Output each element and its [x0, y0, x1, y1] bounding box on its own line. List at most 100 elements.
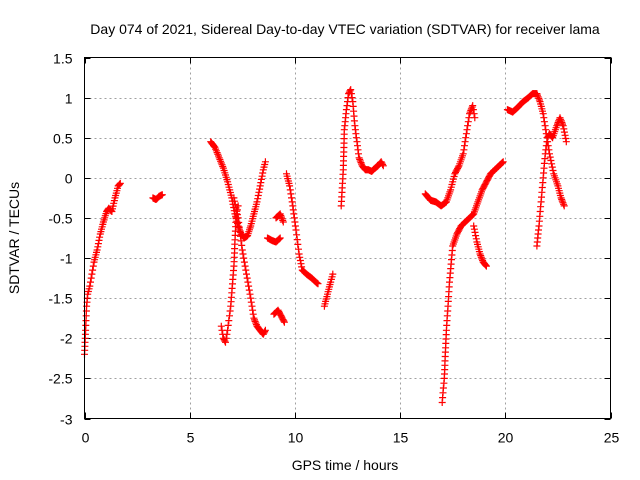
x-tick-label: 0 — [82, 430, 90, 446]
y-tick-label: -0.5 — [48, 211, 72, 227]
x-tick-label: 15 — [393, 430, 409, 446]
x-tick-label: 5 — [187, 430, 195, 446]
data-point — [347, 86, 355, 94]
data-point — [239, 250, 247, 258]
data-point — [499, 158, 507, 166]
data-point — [223, 330, 231, 338]
data-point — [470, 110, 478, 118]
data-point — [560, 125, 568, 133]
data-points — [81, 86, 570, 406]
data-point — [294, 240, 302, 248]
data-point — [542, 142, 550, 150]
data-point — [279, 218, 287, 226]
data-point — [261, 158, 269, 166]
data-point — [257, 175, 265, 183]
data-point — [233, 211, 241, 219]
data-point — [213, 149, 221, 157]
data-point — [560, 202, 568, 210]
data-point — [245, 286, 253, 294]
data-point — [246, 290, 254, 298]
data-point — [88, 270, 96, 278]
data-point — [499, 159, 506, 166]
data-point — [222, 334, 230, 342]
data-point — [553, 122, 561, 130]
data-point — [540, 114, 548, 122]
data-point — [261, 328, 269, 336]
data-point — [247, 298, 255, 306]
data-point — [478, 255, 486, 263]
data-point — [116, 179, 124, 187]
data-point — [87, 274, 95, 282]
data-point — [280, 318, 288, 326]
y-tick-label: 0.5 — [53, 131, 73, 147]
data-point — [559, 199, 567, 207]
data-point — [231, 197, 239, 205]
data-point — [215, 154, 223, 162]
data-point — [217, 322, 225, 330]
data-point — [212, 145, 220, 153]
y-tick-label: -2.5 — [48, 371, 72, 387]
data-point — [557, 117, 565, 125]
data-point — [276, 235, 283, 243]
data-point — [472, 232, 480, 240]
data-point — [241, 262, 249, 270]
data-point — [314, 280, 322, 288]
data-point — [546, 153, 554, 161]
data-point — [329, 270, 337, 278]
data-point — [243, 270, 250, 278]
data-point — [158, 191, 166, 199]
data-point — [462, 134, 470, 142]
data-point — [253, 198, 261, 206]
data-point — [249, 310, 257, 318]
data-point — [244, 278, 252, 286]
data-point — [562, 138, 570, 146]
data-point — [560, 200, 568, 208]
data-point — [115, 181, 123, 189]
data-point — [217, 157, 225, 165]
data-point — [214, 150, 222, 158]
data-point — [238, 246, 246, 254]
y-tick-label: -3 — [60, 412, 73, 428]
data-point — [558, 197, 566, 205]
data-point — [240, 254, 248, 262]
data-point — [561, 131, 569, 139]
y-axis-label: SDTVAR / TECUs — [6, 182, 22, 294]
data-point — [557, 115, 565, 123]
data-point — [559, 120, 566, 128]
data-point — [276, 234, 284, 242]
data-point — [464, 122, 472, 130]
data-point — [286, 182, 294, 190]
data-point — [280, 317, 288, 325]
plot-frame — [84, 57, 611, 419]
x-axis-label: GPS time / hours — [292, 457, 399, 473]
data-point — [225, 317, 233, 325]
axis-ticks: -3 -2.5 -2 -1.5 -1 -0.5 0 0.5 1 1.5 0 5 10 15 20 25 — [48, 51, 619, 446]
data-point — [534, 93, 542, 101]
x-tick-label: 20 — [498, 430, 514, 446]
y-tick-label: 0 — [65, 171, 73, 187]
data-point — [87, 278, 94, 286]
data-point — [89, 266, 97, 274]
data-point — [116, 180, 124, 188]
data-point — [245, 282, 253, 290]
data-point — [89, 262, 97, 270]
data-point — [96, 233, 104, 241]
y-tick-label: -2 — [60, 331, 73, 347]
data-point — [222, 338, 229, 346]
data-point — [560, 128, 568, 136]
data-point — [261, 326, 269, 334]
y-tick-label: -1.5 — [48, 291, 72, 307]
data-point — [469, 106, 477, 114]
data-point — [482, 261, 490, 269]
y-tick-label: -1 — [60, 251, 73, 267]
data-point — [219, 163, 227, 170]
data-point — [240, 258, 248, 266]
grid-lines — [84, 57, 611, 419]
data-point — [540, 118, 548, 126]
data-point — [469, 102, 477, 110]
data-point — [348, 94, 356, 102]
data-point — [379, 162, 387, 170]
data-point — [217, 159, 225, 167]
data-point — [232, 204, 240, 212]
data-point — [231, 201, 239, 209]
